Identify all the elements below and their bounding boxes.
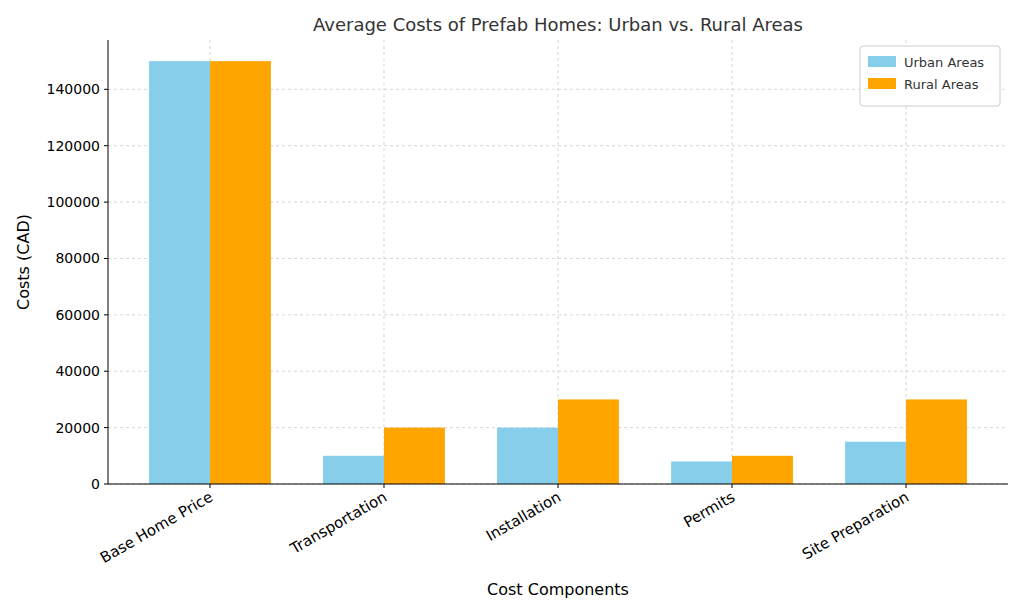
chart-title: Average Costs of Prefab Homes: Urban vs.… [313,14,803,35]
x-tick [209,484,210,488]
bar [149,61,210,484]
y-tick [104,145,108,146]
bar [210,61,271,484]
grid [108,40,1008,484]
x-tick [732,484,733,488]
y-tick-label: 120000 [47,138,100,154]
x-grid-line [732,40,733,484]
y-tick [104,427,108,428]
bar [906,399,967,484]
x-tick-label: Base Home Price [97,488,216,567]
x-tick-label: Transportation [286,488,390,558]
bars [149,61,967,484]
legend-swatch [868,56,896,67]
bar [671,461,732,484]
y-tick [104,89,108,90]
legend-swatch [868,78,896,89]
y-tick-label: 60000 [55,307,100,323]
x-tick [383,484,384,488]
x-tick-label: Site Preparation [799,488,912,564]
bar [497,428,558,484]
chart-svg: 0 20000 40000 60000 80000 100000 120000 140000 B… [0,0,1024,614]
y-tick [104,202,108,203]
y-tick-label: 0 [91,476,100,492]
legend-label: Urban Areas [904,55,984,70]
y-tick [104,314,108,315]
legend-box [860,46,1000,106]
y-axis-label: Costs (CAD) [14,214,33,310]
x-axis-label: Cost Components [487,580,629,599]
x-tick-label: Installation [483,488,564,545]
bar [558,399,619,484]
axes: 0 20000 40000 60000 80000 100000 120000 140000 B… [47,40,1008,567]
chart-container: 0 20000 40000 60000 80000 100000 120000 140000 B… [0,0,1024,614]
y-tick-label: 20000 [55,420,100,436]
y-tick-label: 80000 [55,250,100,266]
y-tick [104,258,108,259]
legend: Urban Areas Rural Areas [860,46,1000,106]
x-tick [558,484,559,488]
y-tick [104,371,108,372]
y-tick-label: 140000 [47,81,100,97]
x-tick-label: Permits [680,488,738,532]
bar [323,456,384,484]
x-tick [906,484,907,488]
y-tick [104,484,108,485]
y-axis-line [108,40,109,484]
y-tick-label: 40000 [55,363,100,379]
y-tick-label: 100000 [47,194,100,210]
bar [384,428,445,484]
bar [732,456,793,484]
bar [845,442,906,484]
x-grid-line [383,40,384,484]
legend-label: Rural Areas [904,77,979,92]
